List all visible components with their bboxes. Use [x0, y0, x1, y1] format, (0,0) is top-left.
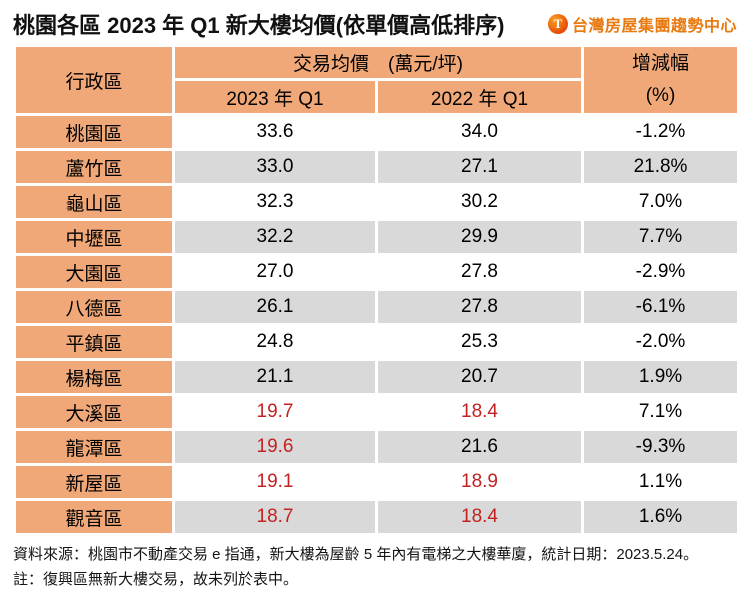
table-row: 桃園區 33.6 34.0 -1.2% [13, 113, 740, 151]
district-cell: 龜山區 [13, 183, 175, 221]
price-2023-cell: 33.0 [172, 148, 378, 186]
price-2022-cell: 21.6 [375, 428, 584, 466]
table-row: 龜山區 32.3 30.2 7.0% [13, 183, 740, 221]
change-cell: 1.6% [581, 498, 740, 536]
taiwan-housing-logo-icon: T [547, 14, 568, 34]
col-header-change-line2: (%) [645, 85, 676, 106]
change-cell: -9.3% [581, 428, 740, 466]
change-cell: 7.7% [581, 218, 740, 256]
table-row: 楊梅區 21.1 20.7 1.9% [13, 358, 740, 396]
price-2022-cell: 27.8 [375, 288, 584, 326]
page-title: 桃園各區 2023 年 Q1 新大樓均價(依單價高低排序) [13, 13, 505, 38]
header-bar: 桃園各區 2023 年 Q1 新大樓均價(依單價高低排序) T 台灣房屋集團趨勢… [0, 0, 750, 44]
table-row: 大園區 27.0 27.8 -2.9% [13, 253, 740, 291]
table-row: 中壢區 32.2 29.9 7.7% [13, 218, 740, 256]
price-2023-cell: 21.1 [172, 358, 378, 396]
table-row: 龍潭區 19.6 21.6 -9.3% [13, 428, 740, 466]
price-2022-cell: 18.9 [375, 463, 584, 501]
district-cell: 楊梅區 [13, 358, 175, 396]
change-cell: -1.2% [581, 113, 740, 151]
source-note: 資料來源：桃園市不動產交易 e 指通，新大樓為屋齡 5 年內有電梯之大樓華廈，統… [13, 546, 699, 563]
col-header-price-group: 交易均價 (萬元/坪) [172, 44, 584, 81]
price-2022-cell: 27.1 [375, 148, 584, 186]
col-header-2023-q1: 2023 年 Q1 [172, 78, 378, 116]
price-2022-cell: 34.0 [375, 113, 584, 151]
header-row-2: 2023 年 Q1 2022 年 Q1 [15, 78, 739, 116]
table-row: 觀音區 18.7 18.4 1.6% [13, 498, 740, 536]
change-cell: -2.0% [581, 323, 740, 361]
header-row-1: 行政區 交易均價 (萬元/坪) 增減幅 (%) [13, 44, 740, 116]
table-row: 平鎮區 24.8 25.3 -2.0% [13, 323, 740, 361]
col-header-change: 增減幅 (%) [581, 44, 740, 116]
price-2023-cell: 19.7 [172, 393, 378, 431]
table-row: 八德區 26.1 27.8 -6.1% [13, 288, 740, 326]
district-cell: 新屋區 [13, 463, 175, 501]
district-cell: 龍潭區 [13, 428, 175, 466]
price-2022-cell: 30.2 [375, 183, 584, 221]
district-cell: 桃園區 [13, 113, 175, 151]
col-header-2022-q1: 2022 年 Q1 [375, 78, 584, 116]
price-2023-cell: 18.7 [172, 498, 378, 536]
change-cell: 1.1% [581, 463, 740, 501]
change-cell: -2.9% [581, 253, 740, 291]
col-header-district: 行政區 [13, 44, 175, 116]
remark-note: 註：復興區無新大樓交易，故未列於表中。 [13, 570, 299, 588]
price-2023-cell: 19.6 [172, 428, 378, 466]
price-2023-cell: 33.6 [172, 113, 378, 151]
change-cell: 7.1% [581, 393, 740, 431]
change-cell: 7.0% [581, 183, 740, 221]
price-2023-cell: 32.3 [172, 183, 378, 221]
price-2022-cell: 20.7 [375, 358, 584, 396]
table-row: 新屋區 19.1 18.9 1.1% [13, 463, 740, 501]
district-cell: 觀音區 [13, 498, 175, 536]
price-table: 行政區 交易均價 (萬元/坪) 增減幅 (%) 2023 年 Q1 2022 年… [13, 44, 740, 536]
col-header-change-line1: 增減幅 [631, 52, 689, 74]
change-cell: 21.8% [581, 148, 740, 186]
price-2023-cell: 32.2 [172, 218, 378, 256]
district-cell: 八德區 [13, 288, 175, 326]
price-2022-cell: 18.4 [375, 498, 584, 536]
price-2023-cell: 19.1 [172, 463, 378, 501]
table-row: 蘆竹區 33.0 27.1 21.8% [13, 148, 740, 186]
table-row: 大溪區 19.7 18.4 7.1% [13, 393, 740, 431]
change-cell: -6.1% [581, 288, 740, 326]
price-2022-cell: 25.3 [375, 323, 584, 361]
footer-notes: 資料來源：桃園市不動產交易 e 指通，新大樓為屋齡 5 年內有電梯之大樓華廈，統… [13, 543, 737, 593]
change-cell: 1.9% [581, 358, 740, 396]
price-2023-cell: 27.0 [172, 253, 378, 291]
price-2023-cell: 26.1 [172, 288, 378, 326]
taiwan-housing-logo: T 台灣房屋集團趨勢中心 [547, 12, 737, 36]
logo-text: 台灣房屋集團趨勢中心 [571, 18, 737, 35]
price-2022-cell: 27.8 [375, 253, 584, 291]
price-2022-cell: 18.4 [375, 393, 584, 431]
district-cell: 大園區 [13, 253, 175, 291]
district-cell: 蘆竹區 [13, 148, 175, 186]
district-cell: 大溪區 [13, 393, 175, 431]
price-2022-cell: 29.9 [375, 218, 584, 256]
district-cell: 平鎮區 [13, 323, 175, 361]
district-cell: 中壢區 [13, 218, 175, 256]
price-2023-cell: 24.8 [172, 323, 378, 361]
